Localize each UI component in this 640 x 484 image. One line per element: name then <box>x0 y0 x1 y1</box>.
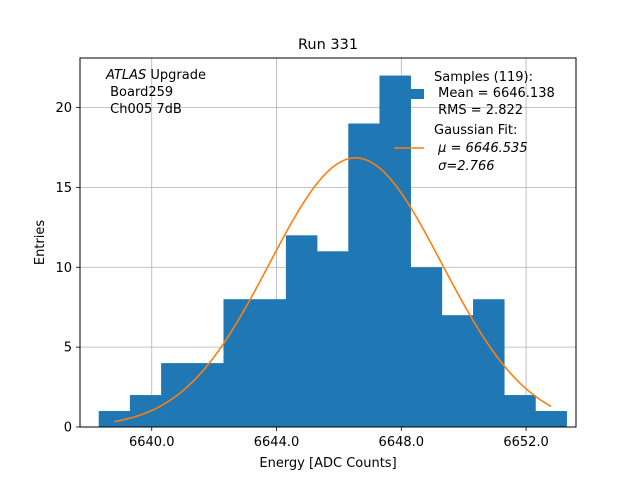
annotation-line-3: Ch005 7dB <box>106 102 182 117</box>
legend: Samples (119): Mean = 6646.138 RMS = 2.8… <box>394 70 555 174</box>
y-tick-label: 10 <box>55 261 72 276</box>
x-tick-label: 6640.0 <box>129 435 175 450</box>
plot-frame <box>79 57 577 428</box>
histogram-bar <box>98 411 131 427</box>
chart-title: Run 331 <box>298 37 358 53</box>
histogram-bar <box>254 299 287 427</box>
histogram-bar <box>504 395 536 427</box>
histogram-bar <box>379 75 411 428</box>
histogram-bar <box>535 411 567 427</box>
histogram-bar <box>285 235 318 427</box>
histogram-bar <box>348 123 380 428</box>
y-tick-label: 5 <box>64 341 72 356</box>
histogram-bar <box>410 267 443 427</box>
legend-fit-sigma: σ=2.766 <box>434 159 494 174</box>
y-tick-label: 20 <box>55 101 72 116</box>
x-axis-label: Energy [ADC Counts] <box>259 456 396 471</box>
legend-fit-label: Gaussian Fit: <box>434 123 517 138</box>
y-axis-label: Entries <box>33 220 48 266</box>
histogram-bars <box>98 75 567 428</box>
x-tick-label: 6648.0 <box>379 435 425 450</box>
histogram-bar <box>473 299 505 427</box>
annotation-line-2: Board259 <box>106 85 173 100</box>
legend-fit-mu: μ = 6646.535 <box>434 141 528 156</box>
gaussian-fit-curve <box>114 157 552 423</box>
legend-histogram-swatch <box>404 89 424 99</box>
legend-histogram-rms: RMS = 2.822 <box>434 103 523 118</box>
legend-histogram-mean: Mean = 6646.138 <box>434 86 555 101</box>
annotation-line-1: ATLAS Upgrade <box>105 68 206 83</box>
y-axis-ticks: 0 5 10 15 20 <box>55 101 80 436</box>
x-axis-ticks: 6640.0 6644.0 6648.0 6652.0 <box>129 427 549 450</box>
histogram-bar <box>317 251 349 427</box>
y-tick-label: 15 <box>55 181 72 196</box>
atlas-annotation: ATLAS Upgrade Board259 Ch005 7dB <box>105 68 206 117</box>
x-tick-label: 6652.0 <box>503 435 549 450</box>
y-tick-label: 0 <box>64 421 72 436</box>
annotation-atlas: ATLAS <box>105 68 146 83</box>
histogram-bar <box>192 363 224 427</box>
histogram-bar <box>223 299 255 427</box>
annotation-upgrade: Upgrade <box>146 68 206 83</box>
histogram-bar <box>441 315 474 427</box>
histogram-bar <box>129 395 162 427</box>
legend-histogram-label: Samples (119): <box>434 70 533 85</box>
x-tick-label: 6644.0 <box>254 435 300 450</box>
